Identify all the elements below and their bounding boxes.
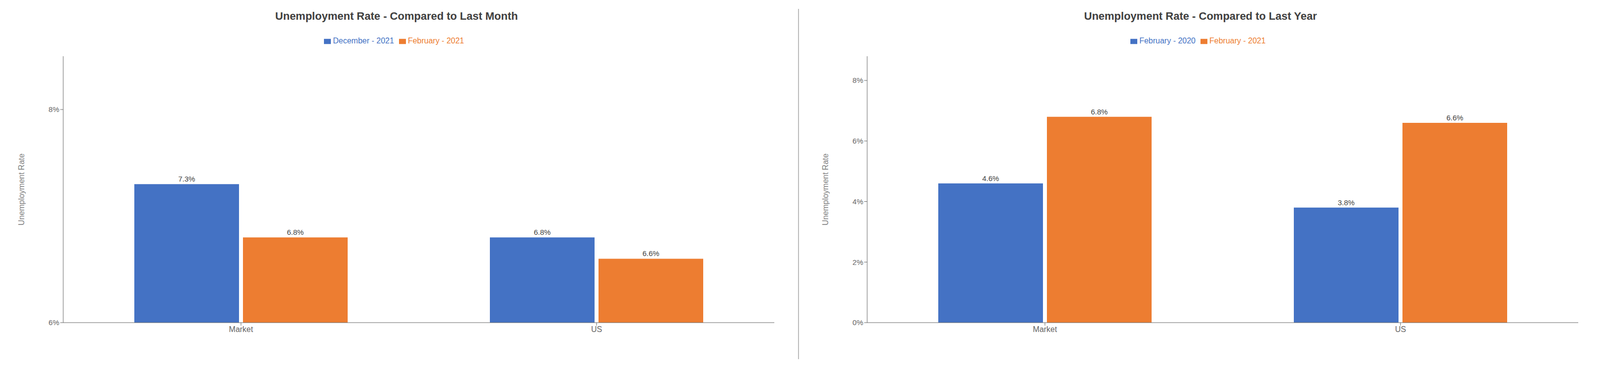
svg-text:4.6%: 4.6% <box>982 174 1000 183</box>
html-text:February - 2021: February - 2021 <box>1209 36 1266 45</box>
html-text:February - 2021: February - 2021 <box>407 36 465 45</box>
html-text:Unemployment Rate - Compared t: Unemployment Rate - Compared to Last Yea… <box>1084 9 1317 23</box>
svg-text:0%: 0% <box>852 318 864 327</box>
svg-text:6.8%: 6.8% <box>1090 107 1108 117</box>
html-text:February - 2020: February - 2020 <box>1139 36 1196 45</box>
svg-text:6%: 6% <box>48 318 60 327</box>
svg-text:Unemployment Rate: Unemployment Rate <box>17 153 26 226</box>
svg-text:US: US <box>591 325 602 334</box>
svg-text:6.6%: 6.6% <box>1446 113 1464 122</box>
svg-text:Market: Market <box>1033 325 1058 334</box>
svg-text:3.8%: 3.8% <box>1337 198 1355 207</box>
svg-text:8%: 8% <box>48 105 60 114</box>
svg-text:2%: 2% <box>852 258 864 267</box>
svg-text:US: US <box>1395 325 1406 334</box>
html-text:Unemployment Rate - Compared t: Unemployment Rate - Compared to Last Mon… <box>275 9 518 23</box>
svg-text:6%: 6% <box>852 136 864 146</box>
svg-text:Unemployment Rate: Unemployment Rate <box>821 153 830 226</box>
html-text:December - 2021: December - 2021 <box>332 36 395 45</box>
svg-text:4%: 4% <box>852 197 864 206</box>
svg-text:6.8%: 6.8% <box>533 228 551 237</box>
svg-text:Market: Market <box>229 325 254 334</box>
svg-text:6.6%: 6.6% <box>642 249 660 258</box>
svg-text:8%: 8% <box>852 76 864 85</box>
svg-text:6.8%: 6.8% <box>286 228 304 237</box>
svg-text:7.3%: 7.3% <box>178 174 196 184</box>
